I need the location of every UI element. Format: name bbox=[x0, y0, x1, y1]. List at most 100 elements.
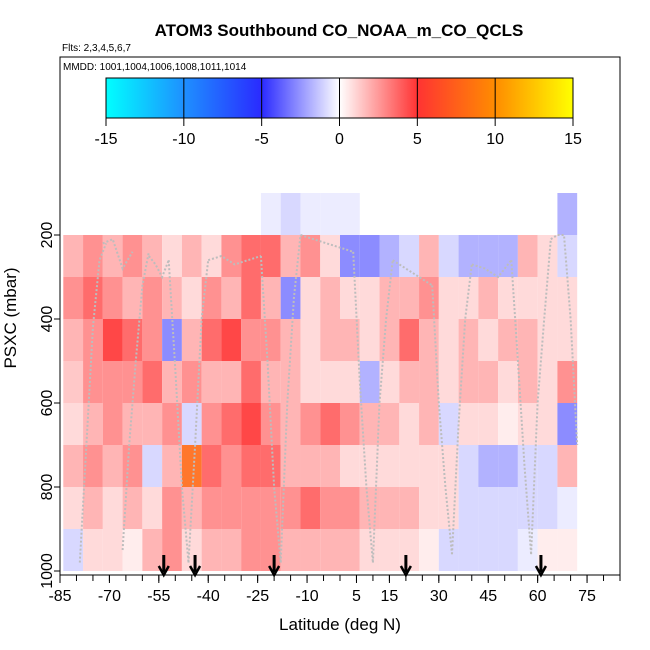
heatmap-cell bbox=[359, 403, 380, 445]
flight-track bbox=[530, 239, 552, 555]
heatmap-cell bbox=[537, 529, 558, 571]
heatmap-cell bbox=[498, 445, 518, 487]
heatmap-cell bbox=[419, 235, 439, 277]
heatmap-cell bbox=[102, 445, 123, 487]
heatmap-cell bbox=[340, 529, 360, 571]
heatmap-cells bbox=[63, 193, 578, 571]
heatmap-cell bbox=[438, 277, 459, 319]
heatmap-cell bbox=[478, 277, 499, 319]
heatmap-cell bbox=[102, 529, 123, 571]
heatmap-cell bbox=[142, 529, 163, 571]
heatmap-cell bbox=[83, 277, 103, 319]
colorbar-ticks: -15 -10 -5 0 5 10 15 bbox=[94, 78, 582, 148]
heatmap-cell bbox=[379, 361, 400, 403]
y-tick-label: 200 bbox=[39, 222, 56, 249]
heatmap-cell bbox=[162, 445, 182, 487]
heatmap-cell bbox=[379, 445, 400, 487]
heatmap-cell bbox=[458, 403, 479, 445]
heatmap-cell bbox=[221, 319, 242, 361]
heatmap-cell bbox=[340, 445, 360, 487]
heatmap-cell bbox=[181, 487, 202, 529]
heatmap-cell bbox=[63, 319, 84, 361]
heatmap-cell bbox=[221, 361, 242, 403]
heatmap-cell bbox=[320, 403, 340, 445]
heatmap-cell bbox=[478, 529, 499, 571]
heatmap-cell bbox=[458, 319, 479, 361]
heatmap-cell bbox=[320, 277, 340, 319]
heatmap-cell bbox=[399, 529, 420, 571]
flight-track bbox=[451, 264, 473, 555]
heatmap-cell bbox=[280, 361, 301, 403]
heatmap-cell bbox=[419, 277, 439, 319]
heatmap-cell bbox=[557, 319, 578, 361]
heatmap-cell bbox=[379, 529, 400, 571]
heatmap-cell bbox=[517, 529, 538, 571]
x-tick-label: -10 bbox=[295, 588, 318, 605]
heatmap-cell bbox=[63, 445, 84, 487]
heatmap-cell bbox=[142, 487, 163, 529]
heatmap-cell bbox=[63, 487, 84, 529]
flight-tracks bbox=[78, 234, 579, 563]
heatmap-cell bbox=[221, 403, 242, 445]
heatmap-cell bbox=[478, 403, 499, 445]
heatmap-cell bbox=[359, 529, 380, 571]
heatmap-cell bbox=[359, 235, 380, 277]
x-tick-label: 5 bbox=[352, 588, 361, 605]
heatmap-cell bbox=[517, 235, 538, 277]
heatmap-cell bbox=[102, 487, 123, 529]
flight-track bbox=[550, 234, 579, 446]
heatmap-cell bbox=[83, 445, 103, 487]
heatmap-cell bbox=[63, 529, 84, 571]
heatmap-cell bbox=[458, 235, 479, 277]
heatmap-cell bbox=[438, 445, 459, 487]
heatmap-cell bbox=[260, 445, 281, 487]
heatmap-cell bbox=[63, 403, 84, 445]
heatmap-cell bbox=[458, 445, 479, 487]
heatmap-cell bbox=[300, 319, 321, 361]
heatmap-cell bbox=[419, 403, 439, 445]
x-tick-label: -25 bbox=[246, 588, 269, 605]
x-tick-label: 45 bbox=[479, 588, 497, 605]
heatmap-cell bbox=[102, 403, 123, 445]
flight-track bbox=[167, 260, 190, 563]
heatmap-cell bbox=[399, 445, 420, 487]
heatmap-cell bbox=[201, 277, 222, 319]
heatmap-cell bbox=[83, 235, 103, 277]
heatmap-cell bbox=[201, 319, 222, 361]
heatmap-cell bbox=[162, 277, 182, 319]
colorbar-tick-label: -5 bbox=[255, 131, 269, 148]
heatmap-cell bbox=[557, 487, 578, 529]
heatmap-cell bbox=[498, 361, 518, 403]
heatmap-cell bbox=[241, 235, 261, 277]
colorbar: -15 -10 -5 0 5 10 15 bbox=[94, 77, 582, 148]
x-tick-label: -40 bbox=[197, 588, 220, 605]
heatmap-cell bbox=[359, 361, 380, 403]
heatmap-cell bbox=[181, 277, 202, 319]
heatmap-cell bbox=[280, 529, 301, 571]
heatmap-cell bbox=[162, 487, 182, 529]
chart-title: ATOM3 Southbound CO_NOAA_m_CO_QCLS bbox=[155, 21, 524, 40]
flight-track bbox=[259, 255, 282, 563]
heatmap-cell bbox=[221, 529, 242, 571]
x-tick-label: 60 bbox=[529, 588, 547, 605]
heatmap-cell bbox=[300, 445, 321, 487]
heatmap-cell bbox=[260, 277, 281, 319]
heatmap-cell bbox=[122, 403, 143, 445]
y-axis: 200 400 600 800 1000 bbox=[39, 222, 60, 589]
heatmap-cell bbox=[359, 319, 380, 361]
heatmap-cell bbox=[201, 403, 222, 445]
heatmap-cell bbox=[438, 235, 459, 277]
heatmap-cell bbox=[201, 487, 222, 529]
heatmap-cell bbox=[340, 487, 360, 529]
colorbar-tick-label: 15 bbox=[564, 131, 582, 148]
heatmap-cell bbox=[221, 193, 242, 235]
heatmap-cell bbox=[537, 319, 558, 361]
heatmap-cell bbox=[458, 361, 479, 403]
heatmap-cell bbox=[241, 529, 261, 571]
x-tick-label: -70 bbox=[98, 588, 121, 605]
heatmap-cell bbox=[181, 403, 202, 445]
heatmap-cell bbox=[557, 277, 578, 319]
heatmap-cell bbox=[241, 319, 261, 361]
heatmap-cell bbox=[241, 277, 261, 319]
colorbar-tick-label: 5 bbox=[413, 131, 422, 148]
